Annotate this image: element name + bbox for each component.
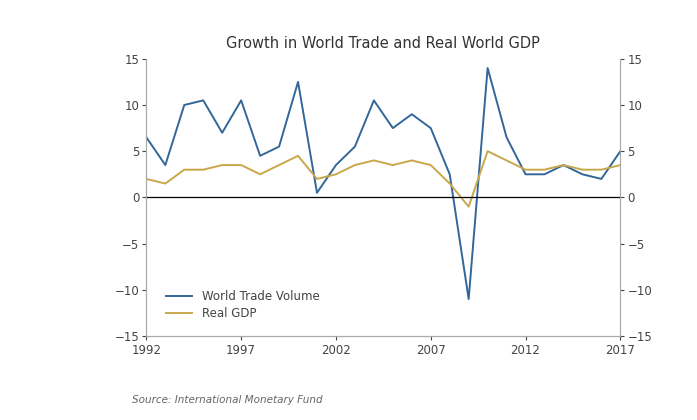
Real GDP: [579, 167, 587, 172]
World Trade Volume: [142, 135, 151, 140]
Real GDP: [427, 163, 435, 168]
Real GDP: [616, 163, 625, 168]
Real GDP: [464, 204, 473, 209]
Real GDP: [161, 181, 169, 186]
Real GDP: [484, 149, 492, 154]
Real GDP: [237, 163, 245, 168]
World Trade Volume: [597, 176, 606, 181]
Real GDP: [540, 167, 549, 172]
Real GDP: [218, 163, 227, 168]
Legend: World Trade Volume, Real GDP: World Trade Volume, Real GDP: [162, 286, 324, 325]
Real GDP: [408, 158, 416, 163]
Real GDP: [521, 167, 530, 172]
Real GDP: [313, 176, 321, 181]
Real GDP: [332, 172, 340, 177]
World Trade Volume: [369, 98, 378, 103]
Real GDP: [256, 172, 264, 177]
World Trade Volume: [294, 79, 302, 84]
Line: Real GDP: Real GDP: [146, 151, 620, 207]
World Trade Volume: [199, 98, 208, 103]
World Trade Volume: [616, 149, 625, 154]
World Trade Volume: [579, 172, 587, 177]
World Trade Volume: [332, 163, 340, 168]
World Trade Volume: [484, 66, 492, 71]
Title: Growth in World Trade and Real World GDP: Growth in World Trade and Real World GDP: [227, 36, 540, 51]
World Trade Volume: [445, 172, 454, 177]
World Trade Volume: [218, 130, 227, 135]
Real GDP: [180, 167, 188, 172]
Line: World Trade Volume: World Trade Volume: [146, 68, 620, 299]
Real GDP: [199, 167, 208, 172]
World Trade Volume: [427, 126, 435, 131]
World Trade Volume: [275, 144, 283, 149]
Real GDP: [445, 181, 454, 186]
Real GDP: [503, 158, 511, 163]
World Trade Volume: [503, 135, 511, 140]
Real GDP: [389, 163, 397, 168]
World Trade Volume: [237, 98, 245, 103]
Real GDP: [142, 176, 151, 181]
World Trade Volume: [521, 172, 530, 177]
Real GDP: [351, 163, 359, 168]
World Trade Volume: [313, 190, 321, 195]
Real GDP: [294, 153, 302, 158]
World Trade Volume: [540, 172, 549, 177]
World Trade Volume: [559, 163, 567, 168]
Real GDP: [275, 163, 283, 168]
World Trade Volume: [389, 126, 397, 131]
Text: Source: International Monetary Fund: Source: International Monetary Fund: [132, 395, 323, 405]
World Trade Volume: [464, 297, 473, 302]
Real GDP: [369, 158, 378, 163]
World Trade Volume: [161, 163, 169, 168]
Real GDP: [597, 167, 606, 172]
World Trade Volume: [351, 144, 359, 149]
World Trade Volume: [180, 102, 188, 108]
Real GDP: [559, 163, 567, 168]
World Trade Volume: [408, 112, 416, 117]
World Trade Volume: [256, 153, 264, 158]
